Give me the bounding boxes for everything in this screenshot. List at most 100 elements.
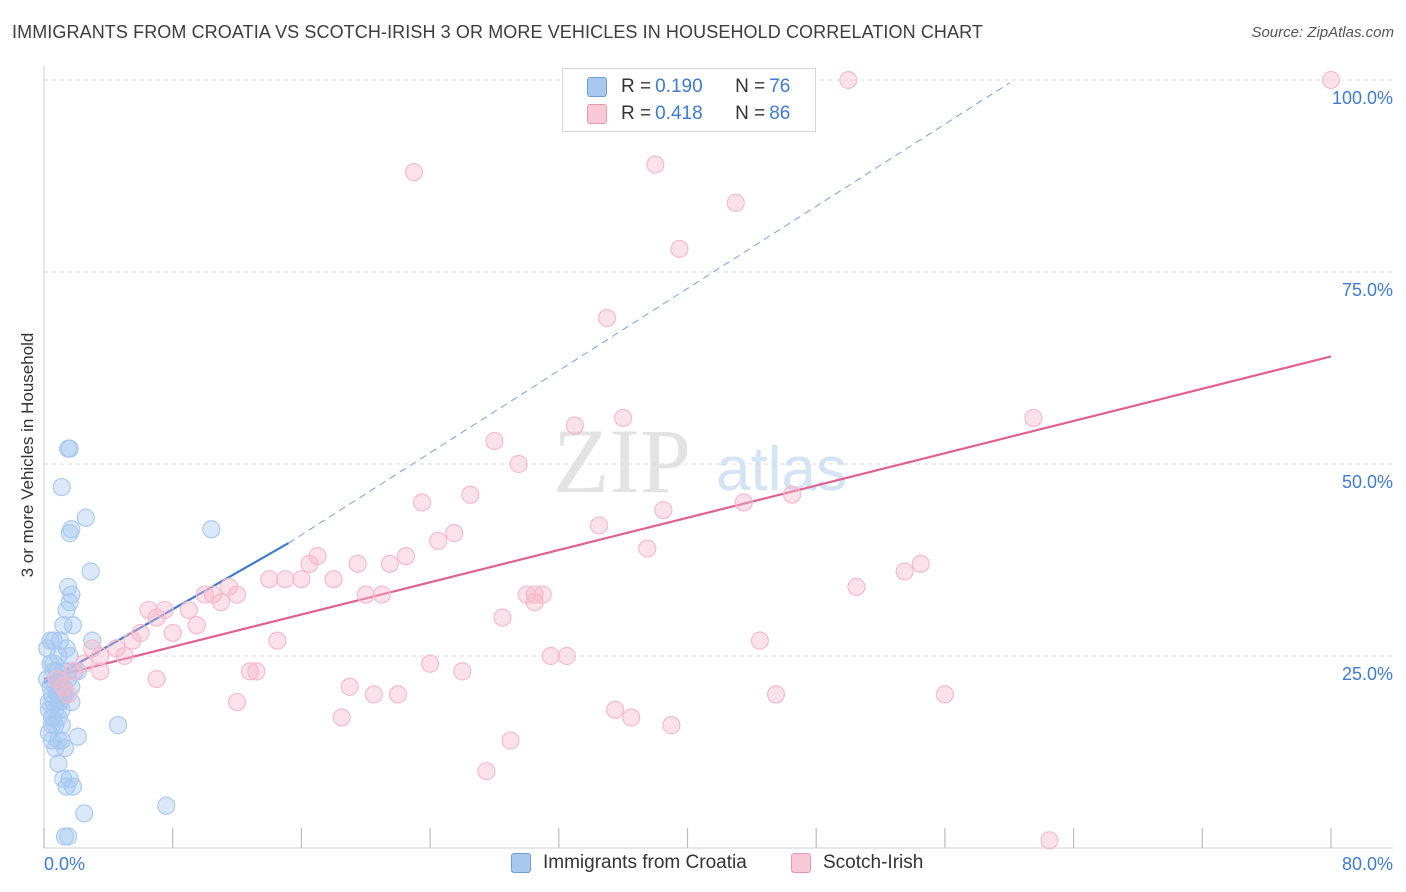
data-point — [63, 616, 83, 635]
data-point — [1024, 408, 1043, 428]
data-point — [324, 570, 343, 589]
data-point — [429, 531, 448, 550]
trend-line-scotch-irish — [43, 355, 1332, 681]
data-point — [76, 508, 95, 527]
data-point — [332, 708, 351, 727]
legend-r-label: R = — [621, 103, 652, 124]
data-point — [260, 570, 279, 589]
data-point — [131, 623, 150, 643]
data-point — [54, 685, 73, 704]
data-point — [59, 685, 78, 704]
data-point — [461, 485, 480, 504]
data-point — [839, 70, 858, 90]
data-point — [75, 804, 94, 823]
data-point — [557, 646, 576, 666]
data-point — [292, 570, 311, 589]
data-point — [202, 520, 221, 539]
data-point — [1321, 70, 1341, 90]
series-legend-croatia: Immigrants from Croatia — [511, 852, 747, 874]
data-point — [404, 163, 424, 182]
data-point — [147, 669, 166, 689]
data-point — [247, 662, 266, 681]
data-points — [38, 70, 1341, 850]
data-point — [589, 516, 609, 535]
data-point — [63, 777, 83, 796]
source-credit: Source: ZipAtlas.com — [1251, 24, 1394, 41]
data-point — [75, 654, 94, 673]
data-point — [509, 454, 528, 474]
series-name-croatia: Immigrants from Croatia — [543, 852, 747, 873]
data-point — [179, 600, 198, 620]
series-scotch-irish — [47, 70, 1341, 850]
data-point — [187, 616, 206, 635]
y-tick-label: 50.0% — [1342, 472, 1393, 492]
legend-swatch-croatia — [587, 77, 607, 97]
data-point — [453, 662, 472, 681]
data-point — [49, 754, 68, 773]
data-point — [766, 685, 786, 704]
data-point — [157, 796, 176, 815]
data-point — [622, 708, 641, 727]
data-point — [895, 562, 914, 581]
data-point — [477, 762, 496, 781]
x-tick-label: 0.0% — [44, 854, 85, 874]
legend-r-label: R = — [621, 76, 652, 97]
data-point — [348, 554, 367, 573]
data-point — [46, 716, 65, 735]
data-point — [356, 585, 375, 604]
data-point — [372, 585, 391, 604]
data-point — [83, 631, 102, 650]
data-point — [340, 677, 359, 696]
data-point — [750, 631, 769, 650]
data-point — [81, 562, 100, 581]
series-swatch-scotch-irish — [791, 853, 811, 873]
legend-swatch-scotch-irish — [587, 104, 607, 124]
series-legend-scotch-irish: Scotch-Irish — [791, 852, 923, 874]
legend-n-label: N = — [735, 103, 766, 124]
data-point — [847, 577, 866, 596]
data-point — [62, 585, 81, 604]
legend-r-value: 0.418 — [655, 103, 703, 124]
data-point — [68, 727, 87, 746]
data-point — [49, 731, 68, 750]
data-point — [726, 193, 745, 212]
trend-line-croatia — [43, 542, 290, 684]
data-point — [276, 570, 295, 589]
data-point — [493, 608, 512, 627]
data-point — [911, 554, 930, 573]
legend-r-value: 0.190 — [655, 76, 703, 97]
data-point — [782, 485, 802, 504]
legend-row-croatia: R = 0.190 N = 76 — [587, 75, 790, 99]
x-tick-label: 80.0% — [1342, 854, 1393, 874]
data-point — [268, 631, 287, 650]
data-point — [646, 155, 665, 174]
data-point — [654, 500, 673, 520]
data-point — [52, 716, 71, 735]
data-point — [108, 716, 128, 735]
data-point — [52, 477, 71, 497]
data-point — [606, 700, 625, 719]
data-point — [163, 623, 182, 643]
watermark-atlas: atlas — [716, 435, 847, 504]
grid-lines — [44, 79, 1393, 657]
data-point — [412, 493, 432, 512]
legend-n-value: 86 — [769, 103, 791, 124]
data-point — [638, 539, 657, 558]
tick-labels: 25.0% 50.0% 75.0% 100.0% 0.0% 80.0% — [44, 88, 1393, 874]
data-point — [60, 593, 79, 612]
data-point — [1040, 831, 1059, 850]
watermark-zip: ZIP — [553, 410, 691, 512]
legend-n-label: N = — [735, 76, 766, 97]
data-point — [41, 631, 60, 650]
legend-row-scotch-irish: R = 0.418 N = 86 — [587, 102, 790, 126]
series-swatch-croatia — [511, 853, 531, 873]
data-point — [60, 646, 79, 666]
correlation-legend: R = 0.190 N = 76 R = 0.418 N = 86 — [562, 68, 816, 132]
data-point — [364, 685, 383, 704]
data-point — [91, 662, 110, 681]
data-point — [59, 827, 78, 846]
data-point — [501, 731, 520, 750]
data-point — [91, 646, 110, 666]
data-point — [227, 585, 247, 604]
